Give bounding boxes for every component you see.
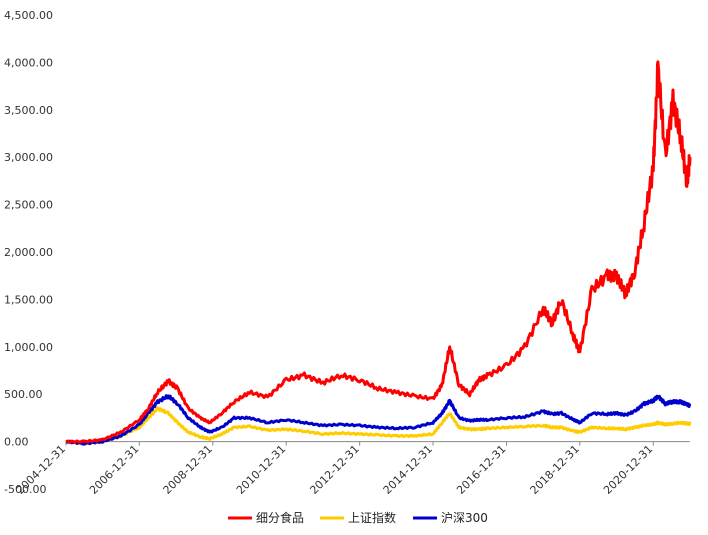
y-tick-label: 3,500.00 — [4, 104, 53, 117]
x-tick-label: 2012-12-31 — [307, 443, 361, 497]
series-line-0 — [65, 60, 692, 444]
x-tick-label: 2006-12-31 — [87, 443, 141, 497]
y-tick-label: 0.00 — [4, 436, 29, 449]
x-tick-label: 2008-12-31 — [161, 443, 215, 497]
y-tick-label: 4,500.00 — [4, 9, 53, 22]
y-axis: -500.00 0.00 500.00 1,000.00 1,500.00 2,000.0… — [4, 9, 53, 496]
x-tick-label: 2020-12-31 — [601, 443, 655, 497]
x-tick-label: 2018-12-31 — [528, 443, 582, 497]
y-tick-label: 3,000.00 — [4, 151, 53, 164]
y-tick-label: 2,500.00 — [4, 199, 53, 212]
y-tick-label: 2,000.00 — [4, 246, 53, 259]
series-line-2 — [65, 394, 692, 446]
x-tick-label: 2014-12-31 — [381, 443, 435, 497]
series-line-1 — [65, 406, 692, 446]
x-axis: 2004-12-31 2006-12-31 2008-12-31 2010-12-31… — [14, 441, 690, 497]
series-layer — [65, 60, 692, 446]
y-tick-label: 1,000.00 — [4, 341, 53, 354]
legend-label: 细分食品 — [256, 510, 304, 525]
y-tick-label: 500.00 — [4, 388, 43, 401]
legend-label: 沪深300 — [441, 511, 488, 525]
y-tick-label: 4,000.00 — [4, 56, 53, 69]
legend: 细分食品 上证指数 沪深300 — [228, 510, 488, 525]
x-tick-label: 2016-12-31 — [454, 443, 508, 497]
y-tick-label: -500.00 — [4, 483, 46, 496]
legend-label: 上证指数 — [348, 510, 396, 525]
y-tick-label: 1,500.00 — [4, 293, 53, 306]
x-tick-label: 2010-12-31 — [234, 443, 288, 497]
